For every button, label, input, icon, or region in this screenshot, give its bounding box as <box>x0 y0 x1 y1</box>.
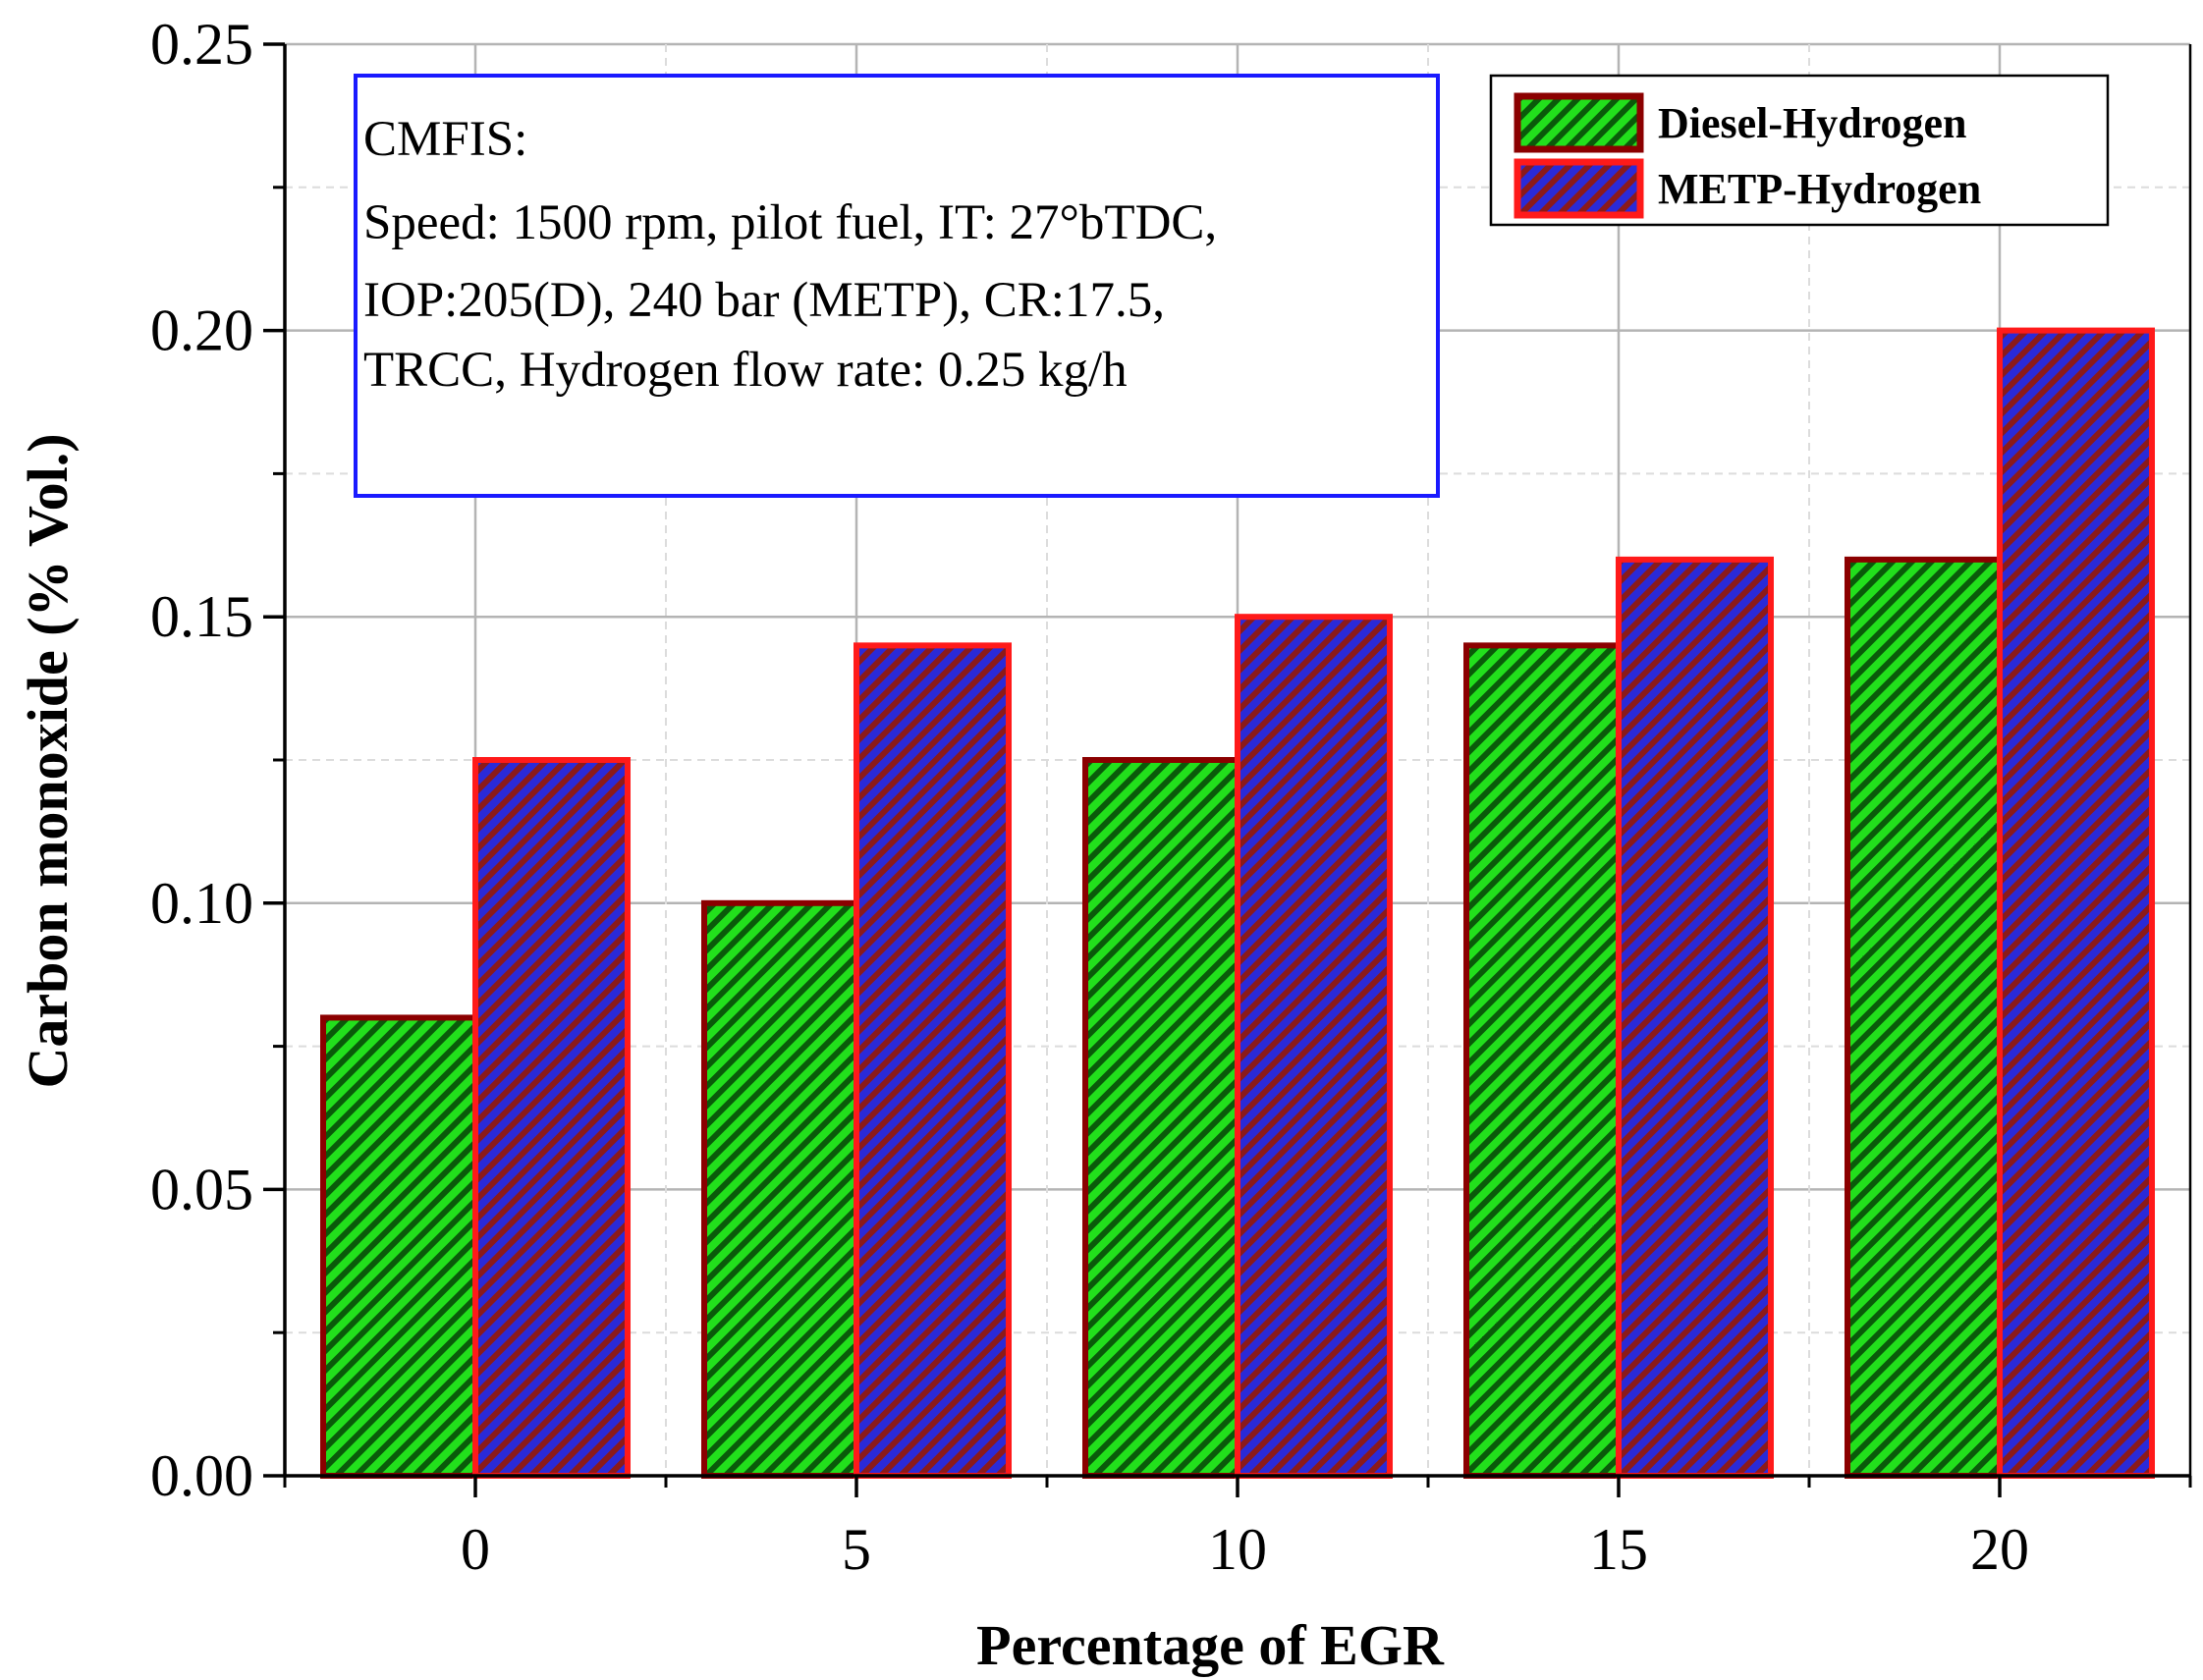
legend-swatch-diesel-hydrogen <box>1514 92 1644 153</box>
bar-metp-hydrogen-0 <box>472 757 631 1479</box>
bar-metp-hydrogen-5 <box>854 642 1012 1479</box>
x-tick-label: 15 <box>1589 1517 1648 1582</box>
bar-diesel-hydrogen-5 <box>701 899 859 1479</box>
legend: Diesel-Hydrogen METP-Hydrogen <box>1489 74 2110 227</box>
y-tick-label: 0.25 <box>150 12 253 77</box>
annotation-box: CMFIS: Speed: 1500 rpm, pilot fuel, IT: … <box>354 74 1440 498</box>
x-axis-title: Percentage of EGR <box>976 1613 1445 1677</box>
annotation-line-2: Speed: 1500 rpm, pilot fuel, IT: 27°bTDC… <box>363 195 1217 250</box>
tick-labels: 0.00 0.05 0.10 0.15 0.20 0.25 0 5 10 15 20 <box>150 12 2192 1582</box>
y-tick-label: 0.15 <box>150 584 253 649</box>
x-tick-label: 0 <box>461 1517 490 1582</box>
y-axis-title: Carbon monoxide (% Vol.) <box>16 433 80 1088</box>
bar-diesel-hydrogen-15 <box>1463 642 1622 1479</box>
legend-swatch-metp-hydrogen <box>1514 158 1644 219</box>
bar-metp-hydrogen-10 <box>1235 614 1393 1479</box>
legend-label-metp-hydrogen: METP-Hydrogen <box>1658 165 1981 213</box>
x-tick-label: 10 <box>1208 1517 1267 1582</box>
y-tick-label: 0.00 <box>150 1443 253 1508</box>
legend-label-diesel-hydrogen: Diesel-Hydrogen <box>1658 99 1967 147</box>
annotation-line-3: IOP:205(D), 240 bar (METP), CR:17.5, <box>363 273 1165 328</box>
y-tick-label: 0.10 <box>150 871 253 936</box>
bar-diesel-hydrogen-0 <box>320 1014 478 1479</box>
y-tick-label: 0.20 <box>150 298 253 363</box>
x-tick-label: 20 <box>1970 1517 2029 1582</box>
annotation-line-1: CMFIS: <box>363 112 527 167</box>
bar-diesel-hydrogen-20 <box>1845 556 2003 1479</box>
bar-metp-hydrogen-20 <box>1997 327 2155 1480</box>
annotation-line-4: TRCC, Hydrogen flow rate: 0.25 kg/h <box>363 343 1128 398</box>
bar-metp-hydrogen-15 <box>1616 556 1774 1479</box>
annotation-frame <box>354 74 1440 498</box>
y-tick-label: 0.05 <box>150 1157 253 1221</box>
bar-diesel-hydrogen-10 <box>1082 757 1240 1479</box>
x-tick-label: 5 <box>842 1517 871 1582</box>
